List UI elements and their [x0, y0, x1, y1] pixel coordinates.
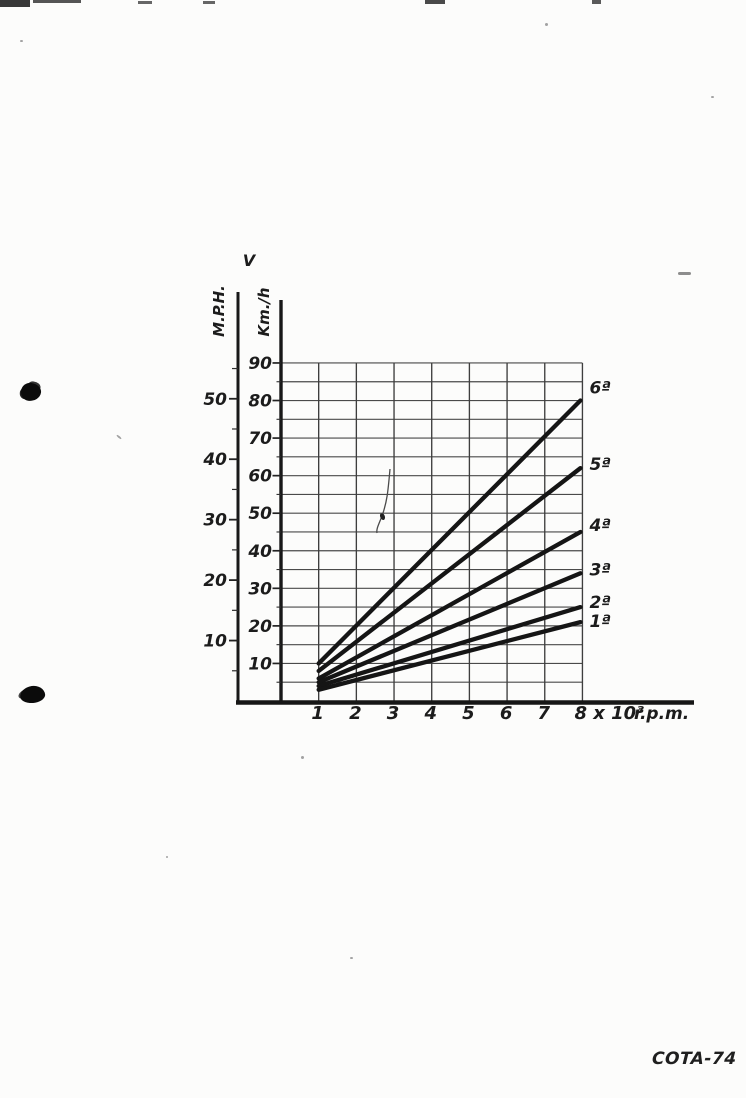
scan-edge-mark	[425, 0, 445, 4]
scan-edge-mark	[33, 0, 81, 3]
mph-axis-title: M.P.H.	[210, 285, 228, 337]
scan-speck	[711, 96, 714, 98]
gear-label: 4ª	[588, 516, 610, 536]
kmh-tick-label: 70	[248, 429, 272, 449]
x-tick-label: 5	[462, 703, 475, 724]
scan-edge-mark	[138, 1, 152, 4]
gear-label: 5ª	[589, 455, 610, 475]
x-tick-label: 3	[387, 703, 400, 724]
x-tick-label: 7	[537, 703, 550, 724]
gear-label: 1ª	[589, 612, 610, 632]
mph-tick-label: 40	[202, 450, 227, 470]
kmh-tick-label: 80	[248, 392, 272, 412]
x-tick-label: 4	[423, 703, 437, 724]
mph-tick-label: 10	[203, 632, 227, 652]
scan-artifact-blot	[379, 513, 386, 520]
scan-speck	[678, 272, 691, 275]
gear-line-3	[316, 529, 583, 681]
gear-line-6	[316, 619, 583, 692]
gear-label: 6ª	[589, 379, 610, 399]
kmh-axis-title: Km./h	[255, 287, 273, 336]
x-tick-label: 1	[311, 703, 324, 724]
scan-speck	[166, 856, 168, 858]
model-caption: COTA-74	[651, 1049, 738, 1069]
scan-speck	[20, 40, 23, 42]
v-axis-title: V	[243, 251, 257, 270]
mph-tick-label: 50	[203, 390, 227, 410]
kmh-tick-label: 60	[248, 467, 272, 487]
gear-line-1	[316, 398, 583, 666]
scan-edge-mark	[203, 1, 215, 4]
x-axis-unit-label: r.p.m.	[634, 704, 689, 724]
kmh-tick-label: 90	[248, 354, 272, 374]
gear-line-4	[316, 571, 583, 685]
kmh-tick-label: 40	[247, 542, 272, 562]
x-tick-label: 6	[500, 703, 513, 724]
mph-tick-label: 20	[203, 571, 227, 591]
gear-label: 2ª	[589, 593, 610, 613]
gear-line-2	[316, 465, 583, 674]
scan-edge-mark	[0, 0, 30, 7]
gear-label: 3ª	[589, 560, 610, 580]
x-last-tick-label: 8 x 10³	[574, 703, 644, 724]
scan-speck	[301, 756, 304, 759]
scan-artifact-curve	[376, 468, 391, 534]
kmh-tick-label: 30	[248, 579, 272, 599]
scan-speck	[545, 23, 548, 26]
mph-tick-label: 30	[203, 511, 227, 531]
scan-speck	[350, 957, 353, 959]
scan-edge-mark	[592, 0, 601, 4]
gear-line-5	[316, 604, 583, 689]
x-tick-label: 2	[349, 703, 362, 724]
kmh-tick-label: 10	[248, 654, 272, 674]
kmh-tick-label: 20	[248, 617, 272, 637]
kmh-tick-label: 50	[248, 504, 272, 524]
